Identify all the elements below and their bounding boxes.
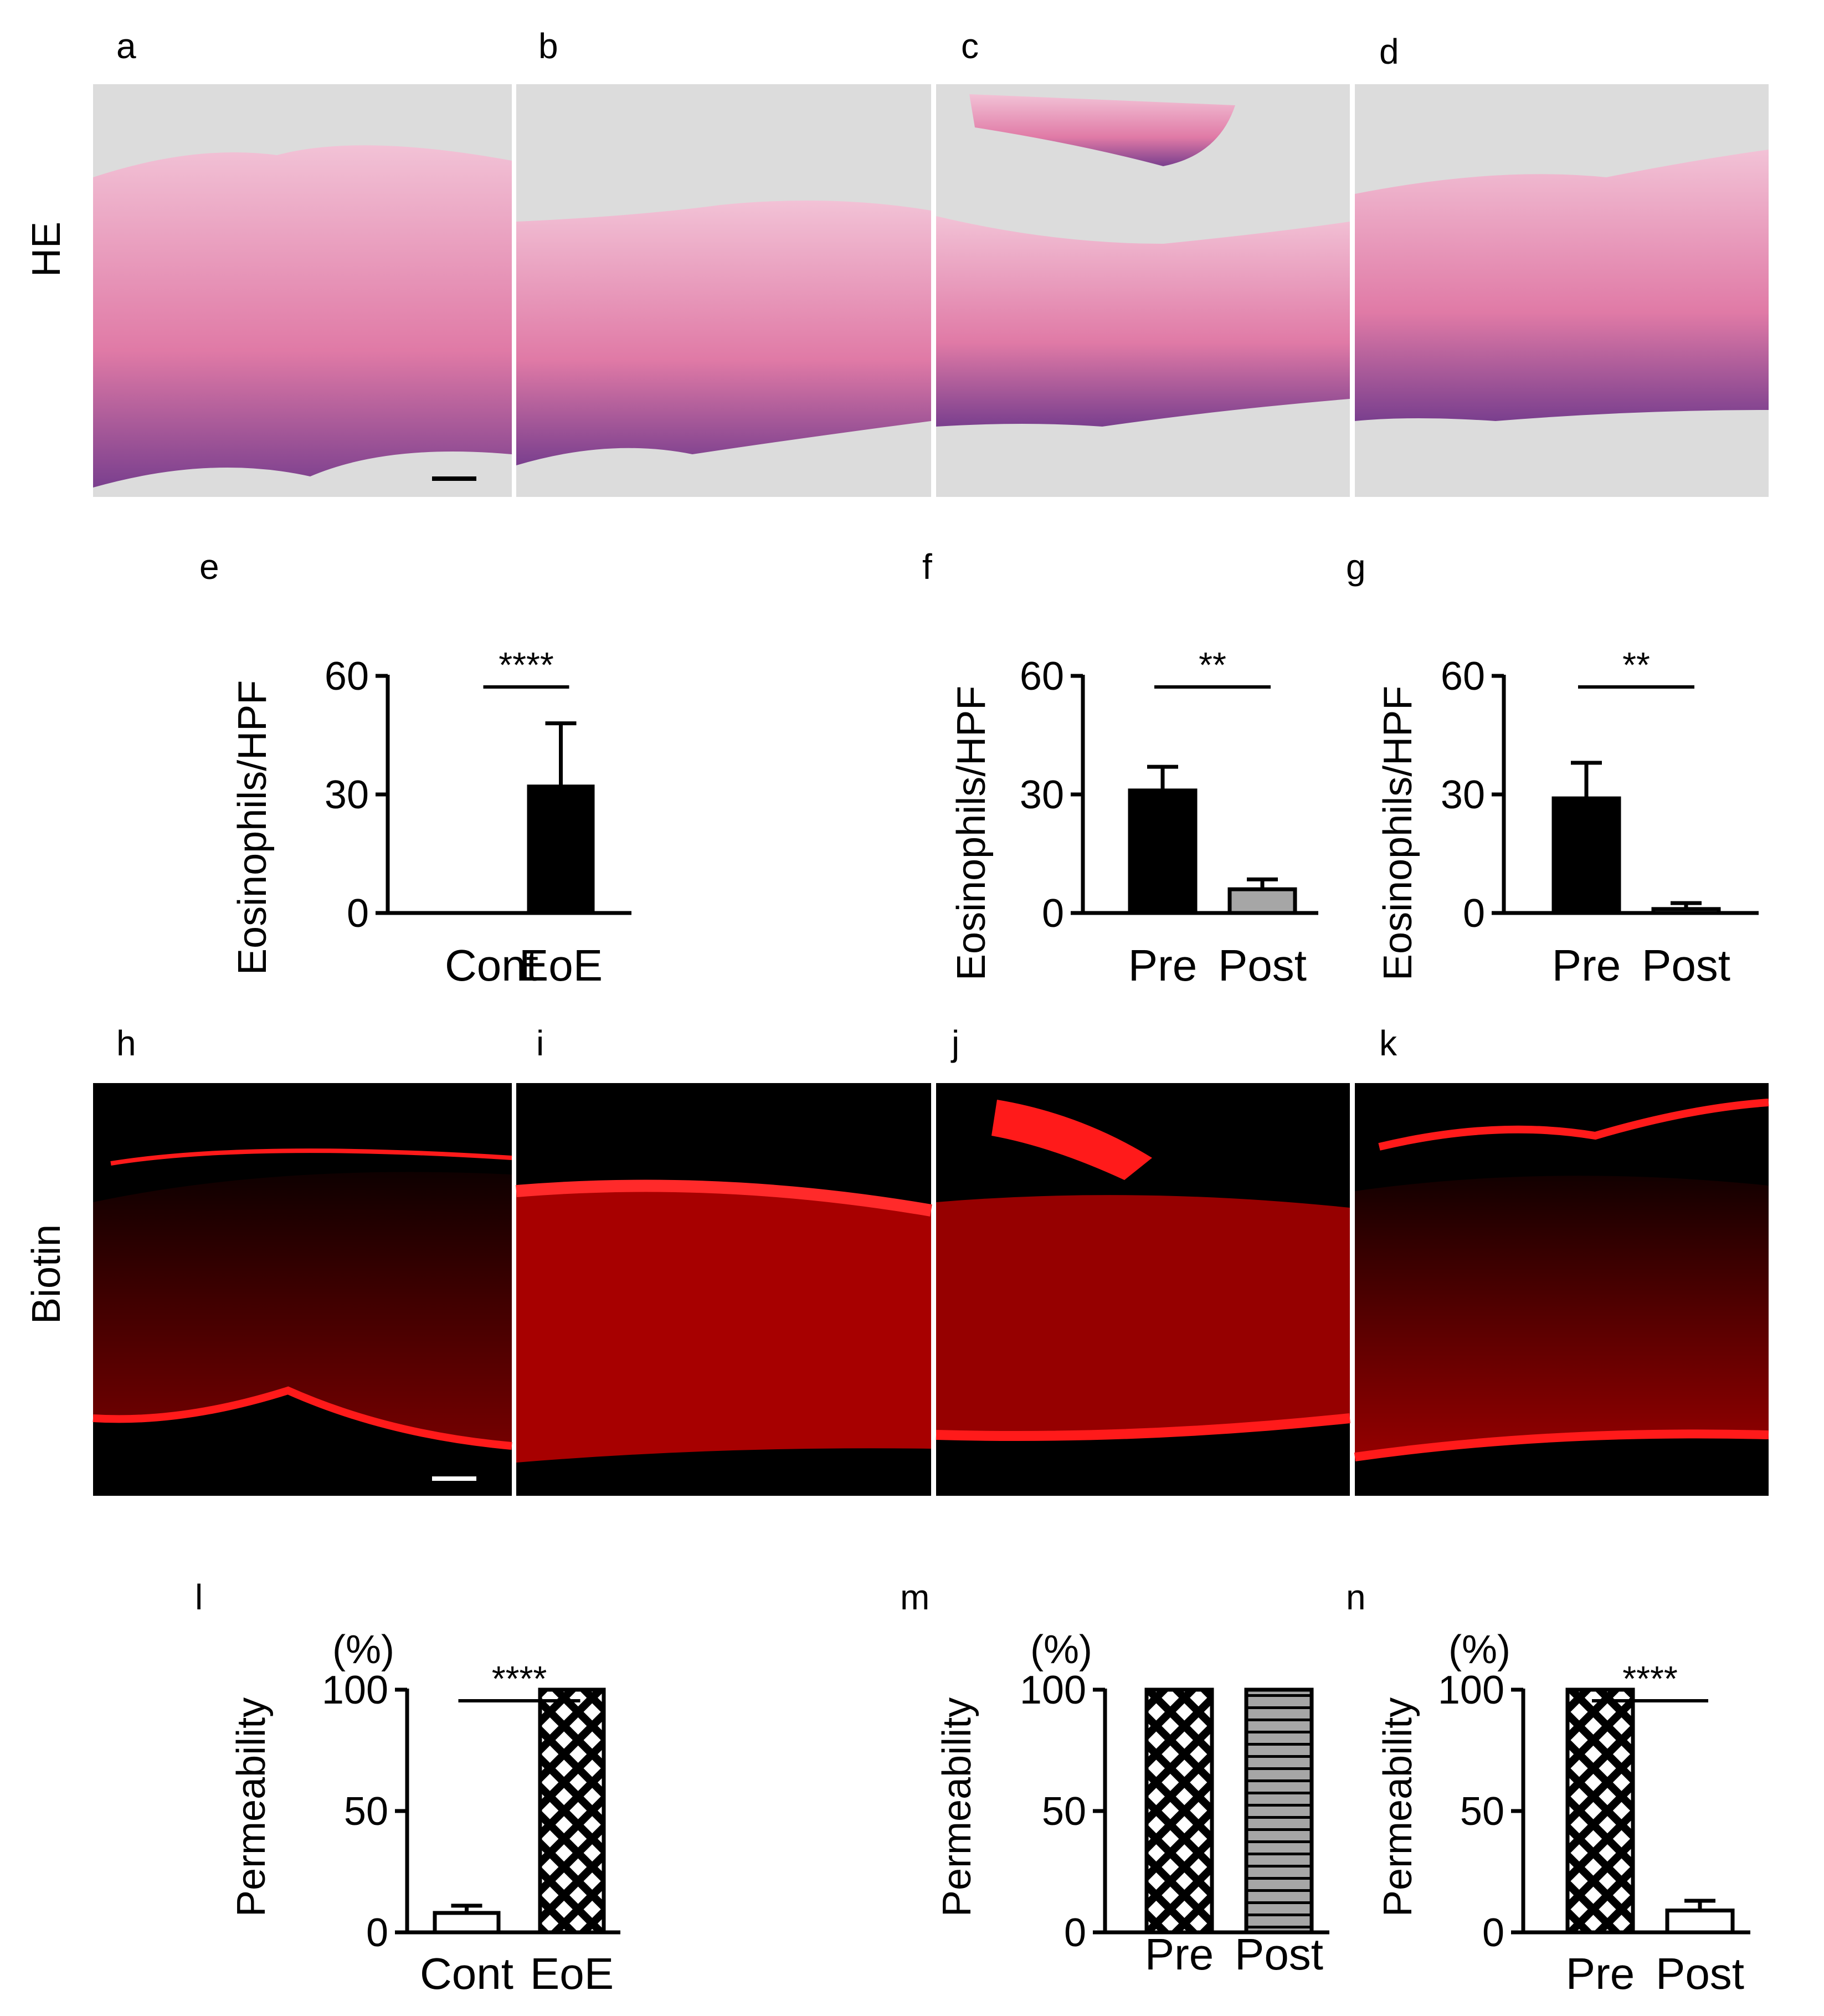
y-tick-label-l: 100 xyxy=(322,1668,388,1712)
panel-label-i: i xyxy=(536,1023,544,1063)
panel-label-j: j xyxy=(950,1023,959,1063)
row-label-he: HE xyxy=(24,222,69,277)
y-tick-label-f: 60 xyxy=(1020,654,1064,699)
significance-label-n: **** xyxy=(1622,1659,1678,1699)
panel-label-n: n xyxy=(1346,1577,1366,1617)
biotin-image-h xyxy=(93,1083,512,1496)
y-tick-label-n: 0 xyxy=(1482,1911,1504,1955)
bar-f-post xyxy=(1227,887,1297,915)
bar-g-pre xyxy=(1551,796,1621,915)
category-label-f: Pre xyxy=(1128,941,1198,990)
category-label-l: Cont xyxy=(420,1949,513,1998)
panel-label-d: d xyxy=(1379,32,1399,71)
y-tick-label-f: 0 xyxy=(1042,891,1064,936)
biotin-image-i xyxy=(516,1083,932,1496)
y-tick-label-n: 100 xyxy=(1438,1668,1504,1712)
bar-m-post xyxy=(1244,1687,1314,1935)
panel-label-m: m xyxy=(900,1577,929,1617)
y-tick-label-g: 0 xyxy=(1463,891,1485,936)
he-image-a xyxy=(93,84,512,497)
y-tick-label-m: 0 xyxy=(1064,1911,1086,1955)
panel-label-a: a xyxy=(116,26,136,66)
y-tick-label-l: 50 xyxy=(344,1789,388,1834)
y-tick-label-e: 60 xyxy=(325,654,369,699)
category-label-f: Post xyxy=(1218,941,1307,990)
bar-m-pre xyxy=(1144,1687,1214,1935)
category-label-m: Post xyxy=(1235,1930,1323,1979)
biotin-image-k xyxy=(1354,1083,1769,1496)
unit-label-l: (%) xyxy=(332,1628,394,1672)
he-image-b xyxy=(516,84,931,497)
category-label-g: Pre xyxy=(1552,941,1621,990)
chart-n: 0 50 100 Pre Post Permeability (%) **** xyxy=(1376,1628,1750,1998)
chart-f: 0 30 60 Pre Post Eosinophils/HPF ** xyxy=(949,645,1318,990)
category-label-e: EoE xyxy=(519,941,603,990)
panel-label-l: l xyxy=(195,1577,203,1617)
y-tick-label-l: 0 xyxy=(366,1911,388,1955)
panel-label-e: e xyxy=(199,547,219,587)
y-tick-label-e: 30 xyxy=(325,773,369,817)
y-axis-label-f: Eosinophils/HPF xyxy=(949,686,994,981)
y-axis-label-n: Permeability xyxy=(1376,1697,1420,1917)
category-label-n: Post xyxy=(1656,1949,1744,1998)
y-axis-label-e: Eosinophils/HPF xyxy=(230,680,275,975)
unit-label-n: (%) xyxy=(1448,1628,1510,1672)
panel-label-g: g xyxy=(1346,547,1366,587)
bar-l-cont xyxy=(433,1911,501,1935)
row-label-biotin: Biotin xyxy=(24,1224,69,1324)
bar-g-post xyxy=(1651,907,1721,915)
panel-label-k: k xyxy=(1379,1023,1397,1063)
chart-g: 0 30 60 Pre Post Eosinophils/HPF ** xyxy=(1376,645,1759,990)
panel-label-f: f xyxy=(922,547,932,587)
y-axis-label-g: Eosinophils/HPF xyxy=(1376,686,1420,981)
significance-label-e: **** xyxy=(499,645,554,685)
category-label-e: Cont xyxy=(445,941,538,990)
y-tick-label-g: 30 xyxy=(1441,773,1485,817)
category-label-m: Pre xyxy=(1145,1930,1214,1979)
y-axis-label-m: Permeability xyxy=(935,1697,979,1917)
bar-l-eoe xyxy=(538,1687,606,1935)
he-image-c xyxy=(936,84,1350,497)
category-label-l: EoE xyxy=(530,1949,614,1998)
significance-label-f: ** xyxy=(1199,645,1226,685)
unit-label-m: (%) xyxy=(1030,1628,1092,1672)
significance-label-l: **** xyxy=(492,1659,547,1699)
y-tick-label-m: 100 xyxy=(1020,1668,1086,1712)
y-tick-label-e: 0 xyxy=(347,891,369,936)
y-axis-label-l: Permeability xyxy=(229,1697,274,1917)
bar-e-eoe xyxy=(527,784,595,915)
panel-label-h: h xyxy=(116,1023,136,1063)
bar-n-post xyxy=(1665,1909,1735,1935)
panel-label-b: b xyxy=(538,26,558,66)
bar-n-pre xyxy=(1565,1687,1635,1935)
y-tick-label-f: 30 xyxy=(1020,773,1064,817)
significance-label-g: ** xyxy=(1622,645,1650,685)
y-tick-label-g: 60 xyxy=(1441,654,1485,699)
chart-l: 0 50 100 Cont EoE Permeability (%) **** xyxy=(229,1628,620,1998)
he-image-d xyxy=(1355,84,1769,497)
y-tick-label-n: 50 xyxy=(1460,1789,1504,1834)
panel-label-c: c xyxy=(961,26,979,66)
biotin-image-j xyxy=(936,1083,1350,1496)
category-label-n: Pre xyxy=(1566,1949,1635,1998)
chart-m: 0 50 100 Pre Post Permeability (%) xyxy=(935,1628,1329,1979)
y-tick-label-m: 50 xyxy=(1042,1789,1086,1834)
bar-f-pre xyxy=(1128,788,1198,915)
category-label-g: Post xyxy=(1642,941,1730,990)
